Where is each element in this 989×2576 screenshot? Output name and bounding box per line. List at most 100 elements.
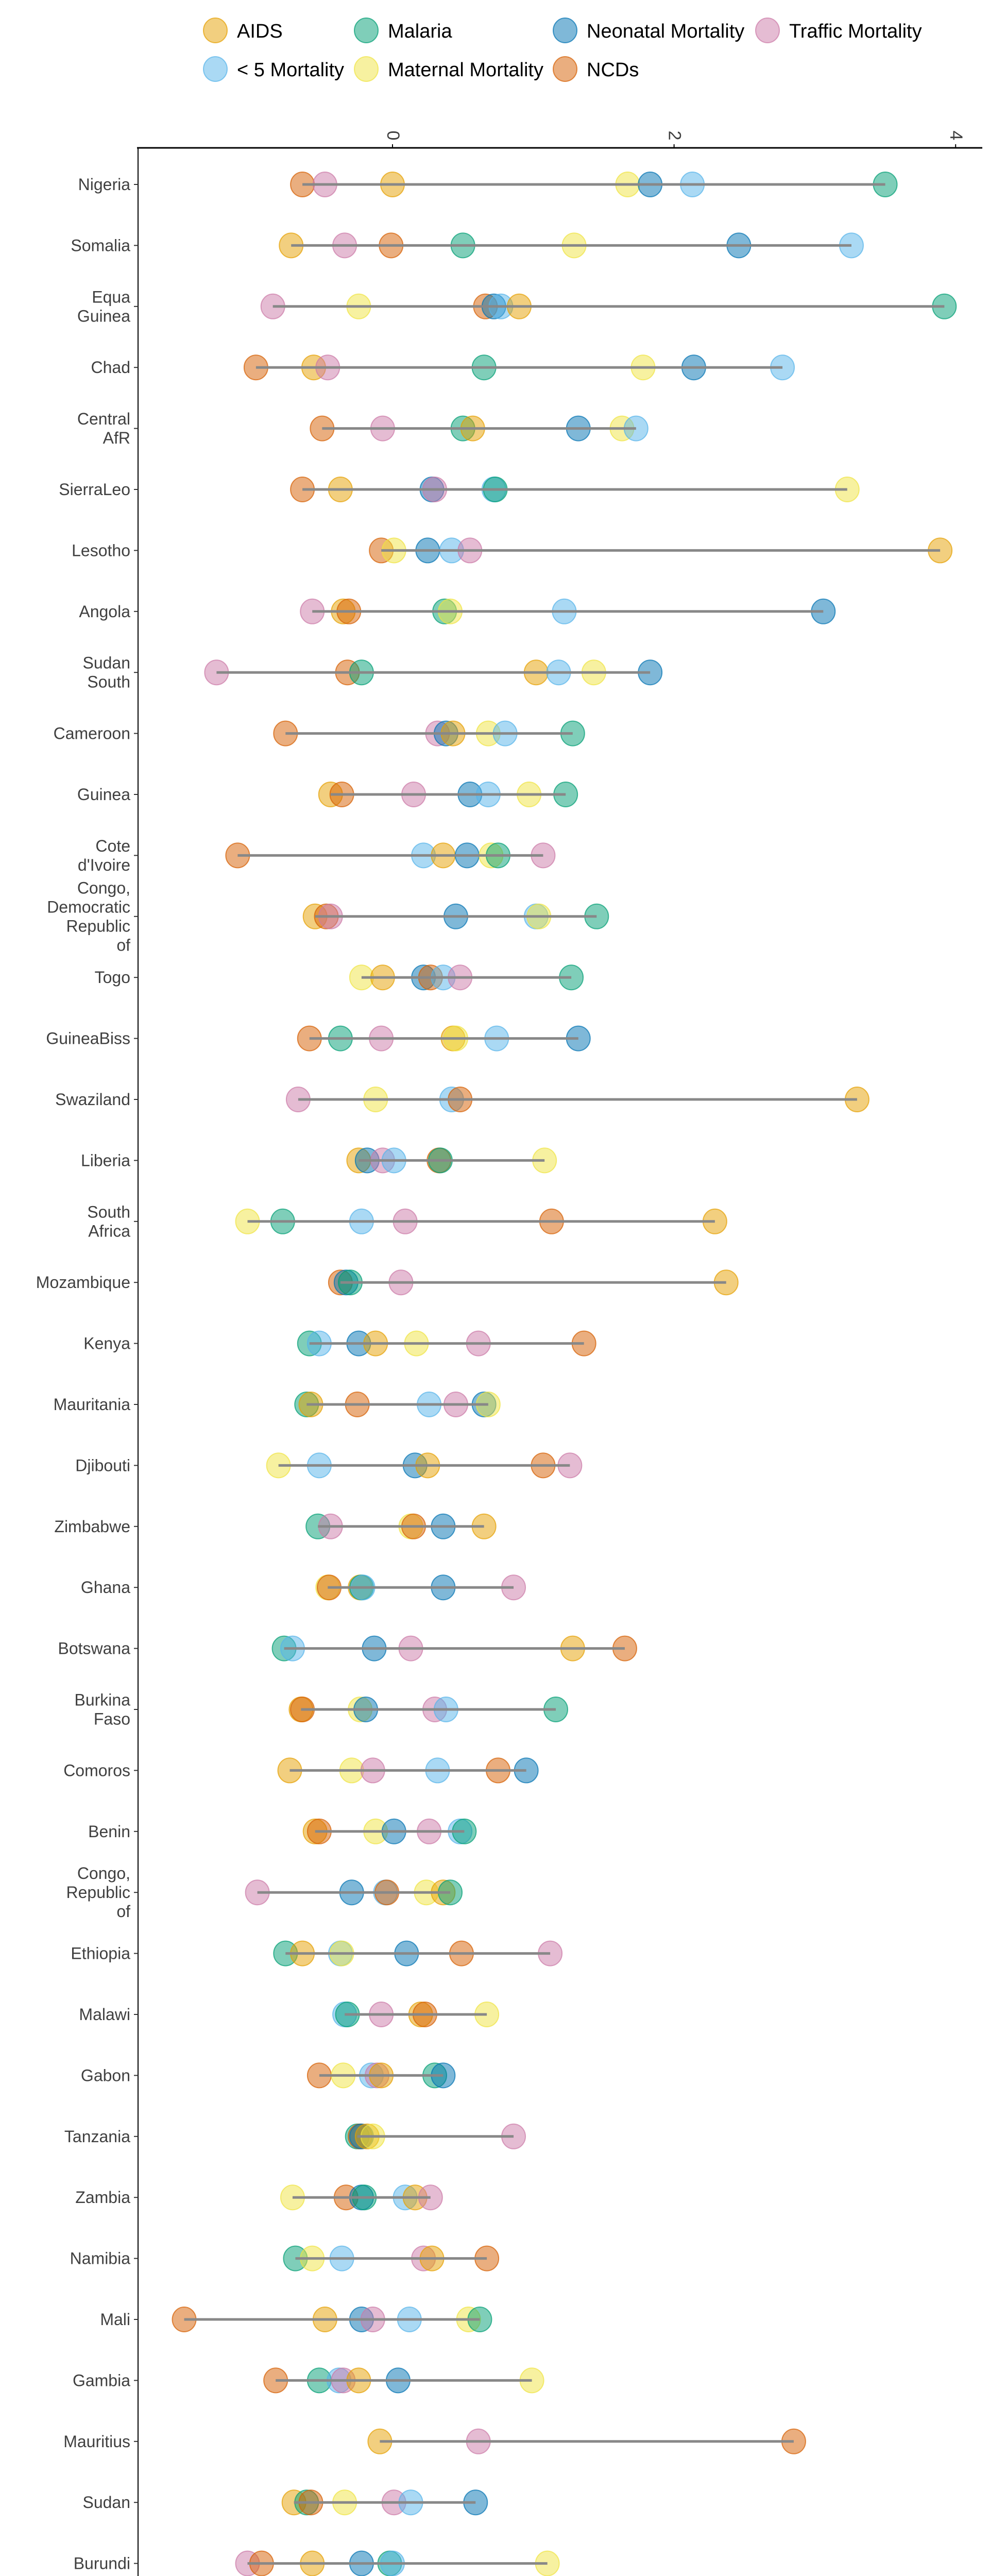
country-row bbox=[318, 782, 578, 807]
country-label-line: Lesotho bbox=[72, 541, 130, 560]
country-label: Liberia bbox=[81, 1151, 130, 1170]
country-row bbox=[279, 232, 864, 259]
country-label: Sudan bbox=[82, 2493, 130, 2512]
country-label-line: Angola bbox=[79, 602, 130, 621]
country-label: Central AfR bbox=[77, 410, 130, 447]
country-row bbox=[300, 598, 836, 624]
country-row bbox=[271, 1635, 637, 1662]
legend-item-malaria: Malaria bbox=[354, 18, 452, 43]
legend-label-traffic: Traffic Mortality bbox=[789, 21, 922, 42]
country-label-line: Botswana bbox=[58, 1639, 130, 1658]
country-label: GuineaBiss bbox=[46, 1029, 130, 1048]
country-label: Kenya bbox=[83, 1334, 130, 1353]
country-label: Comoros bbox=[63, 1761, 130, 1780]
country-row bbox=[225, 842, 556, 869]
country-label-line: Sudan bbox=[82, 2493, 130, 2512]
country-row bbox=[204, 659, 663, 686]
country-label-line: Cote bbox=[95, 837, 130, 855]
country-row bbox=[315, 1574, 526, 1601]
country-label: Equa Guinea bbox=[77, 287, 130, 325]
country-label-line: Democratic bbox=[47, 897, 130, 916]
country-label-line: Africa bbox=[88, 1222, 130, 1240]
country-label-line: Congo, bbox=[77, 1864, 130, 1883]
country-row bbox=[369, 537, 953, 564]
country-row bbox=[273, 1940, 563, 1967]
country-row bbox=[346, 1147, 557, 1174]
country-label-line: Burundi bbox=[74, 2554, 130, 2573]
country-label-line: Republic bbox=[66, 1883, 130, 1902]
country-row bbox=[260, 293, 957, 319]
country-row bbox=[349, 964, 584, 991]
country-row bbox=[243, 354, 795, 381]
country-label: Botswana bbox=[58, 1639, 130, 1658]
legend-label-under5: < 5 Mortality bbox=[237, 59, 344, 81]
country-label-line: Swaziland bbox=[55, 1090, 130, 1109]
country-label: Gambia bbox=[73, 2371, 130, 2389]
country-label-line: Mali bbox=[100, 2310, 130, 2329]
country-row bbox=[273, 720, 585, 747]
country-label: SierraLeo bbox=[59, 480, 130, 499]
country-row bbox=[288, 1697, 569, 1722]
country-row bbox=[297, 1330, 596, 1357]
legend-label-malaria: Malaria bbox=[388, 21, 452, 42]
country-label-line: Liberia bbox=[81, 1151, 130, 1170]
country-label: Congo, Democratic Republic of bbox=[47, 878, 130, 954]
country-row bbox=[345, 2123, 526, 2149]
country-label-line: Sudan bbox=[82, 654, 130, 672]
country-label: Burkina Faso bbox=[75, 1691, 131, 1728]
country-label-line: Republic bbox=[66, 917, 130, 935]
country-label: Tanzania bbox=[64, 2127, 130, 2146]
country-label: Burundi bbox=[74, 2554, 130, 2573]
country-row bbox=[305, 1513, 497, 1539]
country-label-line: Equa bbox=[92, 287, 130, 306]
legend-label-ncds: NCDs bbox=[587, 59, 639, 81]
legend-swatch-aids bbox=[203, 18, 228, 43]
country-label-line: Nigeria bbox=[78, 175, 131, 194]
country-label: Chad bbox=[91, 358, 131, 377]
country-label: Djibouti bbox=[75, 1456, 130, 1475]
country-row bbox=[263, 2367, 544, 2394]
country-row bbox=[302, 1818, 477, 1844]
country-label: Congo, Republic of bbox=[66, 1864, 130, 1921]
country-row bbox=[277, 1757, 539, 1784]
country-label-line: Zimbabwe bbox=[54, 1517, 130, 1536]
country-row bbox=[290, 477, 860, 502]
country-label: Mozambique bbox=[36, 1273, 130, 1292]
country-label: Mauritius bbox=[63, 2432, 130, 2451]
country-label-line: Central bbox=[77, 410, 130, 428]
country-row bbox=[310, 415, 649, 442]
country-label: Zimbabwe bbox=[54, 1517, 130, 1536]
country-label: Mauritania bbox=[54, 1395, 131, 1414]
country-label-line: Mauritius bbox=[63, 2432, 130, 2451]
country-label-line: AfR bbox=[103, 429, 130, 447]
country-row bbox=[172, 2307, 492, 2332]
country-label: Mali bbox=[100, 2310, 130, 2329]
country-row bbox=[235, 1208, 727, 1234]
country-row bbox=[266, 1452, 583, 1479]
country-row bbox=[294, 1392, 501, 1417]
legend: AIDS Malaria Neonatal Mortality Traffic Mor… bbox=[203, 18, 922, 82]
country-label: Nigeria bbox=[78, 175, 131, 194]
country-label-line: Ghana bbox=[81, 1578, 130, 1597]
country-label: Swaziland bbox=[55, 1090, 130, 1109]
legend-swatch-malaria bbox=[354, 18, 379, 43]
country-row bbox=[285, 1087, 869, 1112]
country-row bbox=[332, 2002, 500, 2027]
country-label: Namibia bbox=[70, 2249, 131, 2268]
legend-swatch-under5 bbox=[203, 56, 228, 82]
country-label-line: Congo, bbox=[77, 878, 130, 897]
country-label: Ghana bbox=[81, 1578, 130, 1597]
legend-label-maternal: Maternal Mortality bbox=[388, 59, 543, 81]
country-label-line: Burkina bbox=[75, 1691, 131, 1709]
country-label-line: Djibouti bbox=[75, 1456, 130, 1475]
country-label: South Africa bbox=[87, 1202, 130, 1240]
country-label-line: d'Ivoire bbox=[78, 856, 130, 874]
country-label-line: Mauritania bbox=[54, 1395, 131, 1414]
legend-item-under5: < 5 Mortality bbox=[203, 56, 344, 82]
country-label: Benin bbox=[88, 1822, 130, 1841]
country-label-line: Comoros bbox=[63, 1761, 130, 1780]
legend-item-ncds: NCDs bbox=[553, 56, 639, 82]
country-label: Malawi bbox=[79, 2005, 130, 2024]
country-label-line: Tanzania bbox=[64, 2127, 130, 2146]
